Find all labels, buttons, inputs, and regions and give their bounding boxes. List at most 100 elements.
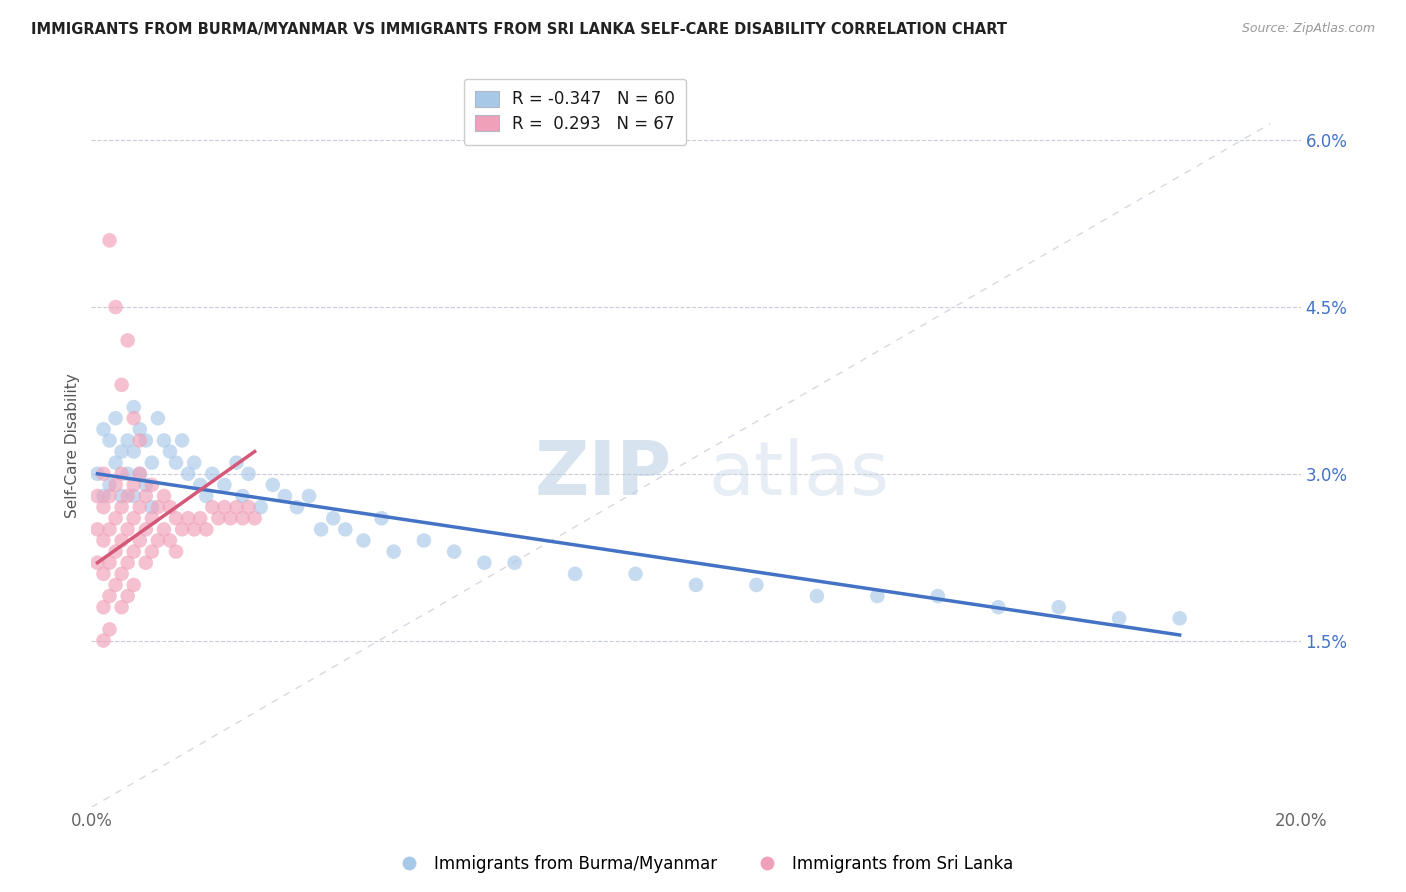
- Point: [207, 511, 229, 525]
- Point: [98, 434, 121, 448]
- Point: [214, 478, 236, 492]
- Point: [1168, 611, 1191, 625]
- Point: [165, 511, 187, 525]
- Point: [309, 522, 332, 536]
- Point: [122, 578, 145, 592]
- Point: [122, 400, 145, 414]
- Point: [128, 434, 150, 448]
- Point: [93, 633, 115, 648]
- Point: [188, 478, 211, 492]
- Point: [1108, 611, 1130, 625]
- Point: [98, 478, 121, 492]
- Point: [86, 489, 108, 503]
- Point: [183, 456, 205, 470]
- Point: [806, 589, 828, 603]
- Point: [195, 522, 218, 536]
- Point: [104, 411, 127, 425]
- Point: [111, 444, 132, 458]
- Point: [172, 522, 194, 536]
- Point: [153, 489, 176, 503]
- Point: [111, 489, 132, 503]
- Point: [122, 478, 145, 492]
- Point: [111, 500, 132, 515]
- Point: [93, 422, 115, 436]
- Text: atlas: atlas: [709, 438, 889, 511]
- Point: [177, 467, 200, 481]
- Point: [98, 522, 121, 536]
- Point: [98, 489, 121, 503]
- Point: [183, 522, 205, 536]
- Text: Source: ZipAtlas.com: Source: ZipAtlas.com: [1241, 22, 1375, 36]
- Point: [231, 511, 253, 525]
- Point: [274, 489, 297, 503]
- Point: [93, 533, 115, 548]
- Point: [238, 500, 260, 515]
- Point: [159, 500, 181, 515]
- Point: [111, 377, 132, 392]
- Point: [238, 467, 260, 481]
- Point: [165, 544, 187, 558]
- Point: [122, 544, 145, 558]
- Point: [93, 500, 115, 515]
- Point: [104, 300, 127, 314]
- Point: [153, 522, 176, 536]
- Text: IMMIGRANTS FROM BURMA/MYANMAR VS IMMIGRANTS FROM SRI LANKA SELF-CARE DISABILITY : IMMIGRANTS FROM BURMA/MYANMAR VS IMMIGRA…: [31, 22, 1007, 37]
- Point: [128, 500, 150, 515]
- Point: [201, 500, 224, 515]
- Point: [117, 434, 139, 448]
- Point: [86, 467, 108, 481]
- Point: [443, 544, 465, 558]
- Point: [172, 434, 194, 448]
- Point: [352, 533, 374, 548]
- Point: [135, 556, 157, 570]
- Point: [146, 411, 169, 425]
- Point: [98, 623, 121, 637]
- Point: [745, 578, 768, 592]
- Point: [141, 500, 163, 515]
- Point: [117, 489, 139, 503]
- Point: [472, 556, 495, 570]
- Point: [135, 489, 157, 503]
- Point: [177, 511, 200, 525]
- Point: [564, 566, 586, 581]
- Point: [1047, 600, 1070, 615]
- Point: [159, 533, 181, 548]
- Point: [111, 566, 132, 581]
- Point: [146, 500, 169, 515]
- Point: [195, 489, 218, 503]
- Point: [135, 522, 157, 536]
- Point: [128, 422, 150, 436]
- Point: [285, 500, 308, 515]
- Point: [93, 566, 115, 581]
- Point: [93, 600, 115, 615]
- Point: [111, 600, 132, 615]
- Point: [298, 489, 321, 503]
- Point: [225, 456, 247, 470]
- Point: [117, 589, 139, 603]
- Point: [117, 467, 139, 481]
- Point: [98, 233, 121, 247]
- Point: [249, 500, 271, 515]
- Point: [104, 511, 127, 525]
- Point: [382, 544, 405, 558]
- Point: [104, 456, 127, 470]
- Y-axis label: Self-Care Disability: Self-Care Disability: [65, 374, 80, 518]
- Point: [122, 489, 145, 503]
- Point: [322, 511, 344, 525]
- Point: [141, 544, 163, 558]
- Point: [86, 556, 108, 570]
- Point: [135, 478, 157, 492]
- Point: [104, 544, 127, 558]
- Point: [214, 500, 236, 515]
- Text: ZIP: ZIP: [534, 438, 672, 511]
- Point: [98, 589, 121, 603]
- Point: [503, 556, 526, 570]
- Point: [122, 511, 145, 525]
- Point: [128, 467, 150, 481]
- Point: [117, 334, 139, 348]
- Point: [413, 533, 436, 548]
- Point: [201, 467, 224, 481]
- Point: [104, 578, 127, 592]
- Point: [128, 467, 150, 481]
- Point: [141, 511, 163, 525]
